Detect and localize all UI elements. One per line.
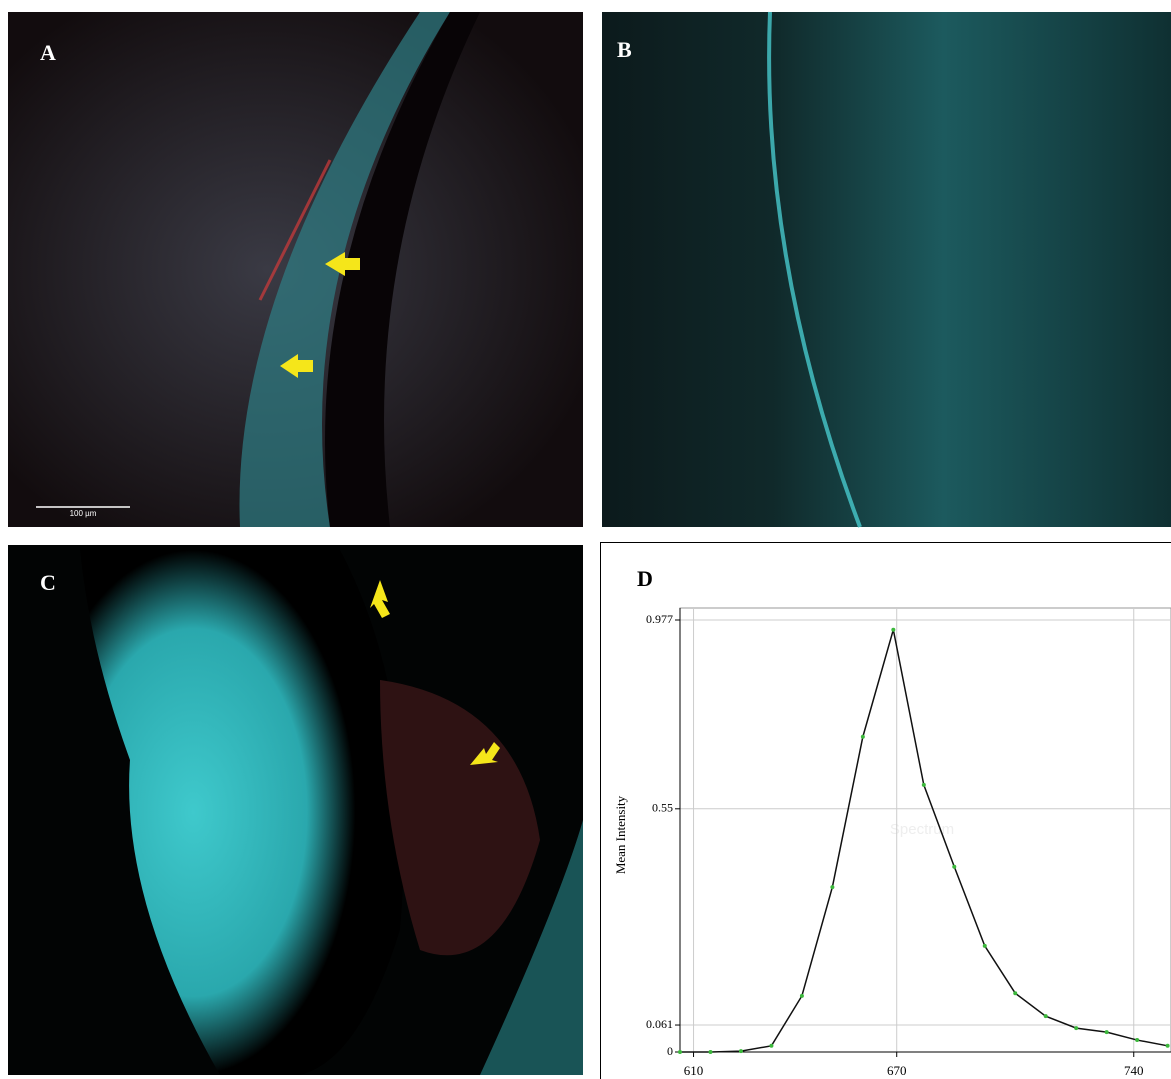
- y-tick-label: 0.061: [646, 1017, 673, 1031]
- annotation: Spectrum: [890, 821, 954, 838]
- data-point: [1105, 1030, 1109, 1034]
- data-point: [952, 865, 956, 869]
- data-point: [769, 1044, 773, 1048]
- panel-label: C: [40, 570, 56, 595]
- scale-bar-label: 100 µm: [70, 509, 97, 518]
- y-tick-label: 0: [667, 1044, 673, 1058]
- page: 100 µm A B C D Spectrum Mean Intensity 0…: [0, 0, 1171, 1079]
- data-point: [708, 1050, 712, 1054]
- panel-label: D: [637, 566, 653, 591]
- x-tick-label: 670: [887, 1063, 907, 1078]
- panel-label: A: [40, 40, 56, 65]
- data-point: [800, 994, 804, 998]
- data-point: [861, 735, 865, 739]
- y-tick-label: 0.977: [646, 612, 673, 626]
- data-point: [678, 1050, 682, 1054]
- data-point: [1074, 1026, 1078, 1030]
- data-point: [1013, 991, 1017, 995]
- panel-c: C: [8, 545, 583, 1075]
- data-point: [1166, 1044, 1170, 1048]
- y-tick-label: 0.55: [652, 801, 673, 815]
- data-point: [739, 1049, 743, 1053]
- data-point: [1044, 1014, 1048, 1018]
- data-point: [983, 944, 987, 948]
- figure: 100 µm A B C D Spectrum Mean Intensity 0…: [0, 0, 1171, 1079]
- x-tick-label: 610: [684, 1063, 704, 1078]
- x-tick-label: 740: [1124, 1063, 1144, 1078]
- y-axis-label: Mean Intensity: [613, 795, 628, 874]
- data-point: [891, 628, 895, 632]
- panel-b: B: [602, 12, 1171, 527]
- panel-a: 100 µm A: [8, 12, 583, 527]
- data-point: [1135, 1038, 1139, 1042]
- data-point: [922, 783, 926, 787]
- panel-label: B: [617, 37, 632, 62]
- data-point: [830, 885, 834, 889]
- panel-d: D Spectrum Mean Intensity 0 0.061 0.55 0.97…: [601, 543, 1171, 1079]
